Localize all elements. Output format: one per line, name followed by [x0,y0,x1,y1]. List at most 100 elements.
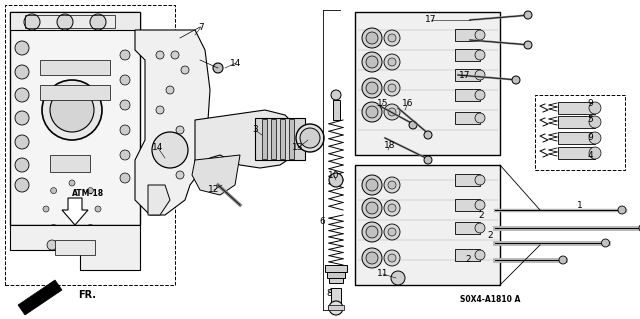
Circle shape [15,178,29,192]
Circle shape [384,30,400,46]
Circle shape [384,80,400,96]
Circle shape [524,41,532,49]
Circle shape [57,14,73,30]
Circle shape [296,124,324,152]
Circle shape [15,111,29,125]
Circle shape [120,173,130,183]
Bar [455,69,480,81]
Bar [327,272,345,278]
Circle shape [639,224,640,232]
Text: 6: 6 [319,218,325,226]
Polygon shape [18,280,62,315]
Polygon shape [148,185,170,215]
Bar [280,119,285,159]
Circle shape [384,224,400,240]
Circle shape [475,175,485,185]
Circle shape [42,80,102,140]
Circle shape [388,181,396,189]
Text: 14: 14 [230,58,242,68]
Bar [10,12,140,30]
Circle shape [88,224,93,230]
Bar [558,147,595,159]
Bar [40,85,110,100]
Bar [329,278,343,283]
Bar [455,29,480,41]
Circle shape [51,224,56,230]
Circle shape [15,65,29,79]
Bar [25,15,115,28]
Bar [328,305,344,310]
Circle shape [366,56,378,68]
Circle shape [362,52,382,72]
Circle shape [50,88,94,132]
Circle shape [475,50,485,60]
Bar [455,49,480,61]
Circle shape [388,254,396,262]
Circle shape [475,30,485,40]
Bar [558,116,595,128]
Circle shape [362,222,382,242]
Text: 13: 13 [292,144,304,152]
Text: S0X4-A1810 A: S0X4-A1810 A [460,295,520,305]
Circle shape [384,200,400,216]
Circle shape [24,14,40,30]
Text: 4: 4 [587,152,593,160]
Circle shape [589,116,601,128]
Circle shape [475,90,485,100]
Circle shape [424,156,432,164]
Circle shape [366,226,378,238]
Circle shape [512,76,520,84]
Circle shape [329,173,343,187]
Circle shape [475,223,485,233]
Circle shape [161,151,169,159]
Circle shape [366,252,378,264]
Text: 11: 11 [377,270,388,278]
Circle shape [120,125,130,135]
Circle shape [362,28,382,48]
Circle shape [559,256,567,264]
Circle shape [152,132,188,168]
Bar [455,249,480,261]
Bar [455,112,480,124]
Circle shape [366,202,378,214]
Text: 7: 7 [198,23,204,32]
Circle shape [176,126,184,134]
Text: 8: 8 [326,288,332,298]
Text: 17: 17 [425,16,436,25]
Circle shape [366,82,378,94]
Circle shape [120,50,130,60]
Circle shape [15,158,29,172]
Text: 2: 2 [487,231,493,240]
Bar [455,199,480,211]
Circle shape [362,175,382,195]
Bar [50,155,90,172]
Circle shape [15,41,29,55]
Circle shape [171,51,179,59]
Text: 12: 12 [208,186,220,195]
Circle shape [300,128,320,148]
Circle shape [384,104,400,120]
Circle shape [589,102,601,114]
Bar [40,60,110,75]
Circle shape [618,206,626,214]
Bar [558,132,595,144]
Circle shape [15,135,29,149]
Circle shape [388,228,396,236]
Bar [331,288,341,305]
Polygon shape [135,30,210,215]
Polygon shape [10,225,140,270]
Circle shape [384,177,400,193]
Text: 5: 5 [587,115,593,124]
Bar [455,89,480,101]
Polygon shape [192,155,240,195]
Circle shape [366,179,378,191]
Text: 17: 17 [460,70,471,79]
Bar [55,240,95,255]
Circle shape [69,180,75,186]
Circle shape [424,131,432,139]
Circle shape [362,78,382,98]
Circle shape [388,58,396,66]
Circle shape [388,34,396,42]
Circle shape [69,232,75,238]
Bar [262,119,267,159]
